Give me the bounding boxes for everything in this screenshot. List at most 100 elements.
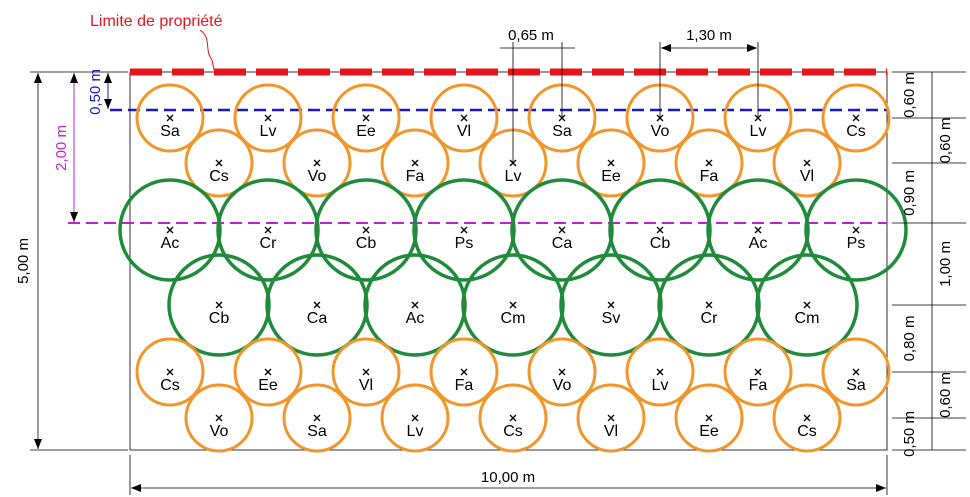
center-cross [705,301,713,309]
tree: Lv [380,383,450,453]
spacing-065-label: 0,65 m [508,27,554,44]
tree: Cb [167,253,271,357]
small-tree-circle [331,83,401,153]
tree: Cs [184,128,254,198]
center-cross [705,414,713,422]
large-tree-circle [216,178,320,282]
center-cross [607,159,615,167]
species-code: Sa [160,123,180,140]
center-cross [705,159,713,167]
center-cross [362,226,370,234]
center-cross [607,414,615,422]
large-tree-circle [755,253,859,357]
small-tree-circle [184,128,254,198]
small-tree-circle [233,337,303,407]
species-code: Sa [846,377,866,394]
center-cross [852,226,860,234]
small-tree-circle [674,128,744,198]
tree: Fa [674,128,744,198]
species-code: Cb [650,235,671,252]
center-cross [166,114,174,122]
property-limit-label: Limite de propriété [90,13,223,30]
center-cross [460,226,468,234]
species-code: Cs [846,123,866,140]
species-code: Fa [749,377,768,394]
center-cross [460,114,468,122]
species-code: Vl [604,423,618,440]
tree: Fa [429,337,499,407]
tree: Lv [625,337,695,407]
spacing-130-label: 1,30 m [686,27,732,44]
small-tree-circle [282,128,352,198]
small-tree-circle [527,337,597,407]
tree: Ee [576,128,646,198]
species-code: Lv [260,123,277,140]
species-code: Lv [652,377,669,394]
center-cross [166,368,174,376]
large-tree-circle [118,178,222,282]
center-cross [313,414,321,422]
species-code: Ac [406,310,425,327]
small-tree-circle [380,383,450,453]
center-cross [215,301,223,309]
center-cross [215,414,223,422]
center-cross [313,301,321,309]
tree: Cs [772,383,842,453]
tree: Sa [821,337,891,407]
large-tree-circle [412,178,516,282]
species-code: Vo [308,168,327,185]
large-tree-circle [608,178,712,282]
center-cross [313,159,321,167]
tree: Ee [233,337,303,407]
height-dimension: 5,00 m [15,71,128,451]
small-tree-circle [429,83,499,153]
tree: Ca [510,178,614,282]
tree: Cs [478,383,548,453]
large-tree-circle [167,253,271,357]
species-code: Cr [701,310,719,327]
vertical-spacing-label: 1,00 m [937,241,954,287]
species-code: Ps [455,235,474,252]
species-code: Lv [505,168,522,185]
small-tree-circle [821,337,891,407]
species-code: Cs [503,423,523,440]
center-cross [411,159,419,167]
spacing-130-dimension: 1,30 m [659,27,759,118]
species-code: Fa [406,168,425,185]
species-code: Fa [700,168,719,185]
width-dimension: 10,00 m [129,455,888,495]
species-code: Ac [161,235,180,252]
tree: Cm [461,253,565,357]
vertical-spacing-label: 0,50 m [901,411,918,457]
height-label: 5,00 m [15,238,32,284]
small-tree-circle [576,128,646,198]
center-cross [509,414,517,422]
species-code: Cs [160,377,180,394]
tree: Ac [118,178,222,282]
tree: Lv [233,83,303,153]
species-code: Ca [307,310,328,327]
species-code: Vo [651,123,670,140]
species-code: Cs [209,168,229,185]
species-code: Cb [209,310,230,327]
center-cross [803,414,811,422]
center-cross [460,368,468,376]
tree: Ps [412,178,516,282]
species-code: Cs [797,423,817,440]
species-code: Vo [553,377,572,394]
small-tree-circle [772,128,842,198]
species-code: Vo [210,423,229,440]
center-cross [411,301,419,309]
small-tree-circle [478,383,548,453]
tree: Cs [135,337,205,407]
width-label: 10,00 m [481,469,535,486]
species-code: Vl [800,168,814,185]
magenta-dimension-label: 2,00 m [53,125,70,171]
small-tree-circle [380,128,450,198]
species-code: Sv [602,310,621,327]
tree: Vo [282,128,352,198]
tree: Vl [331,337,401,407]
tree: Vl [576,383,646,453]
center-cross [558,368,566,376]
